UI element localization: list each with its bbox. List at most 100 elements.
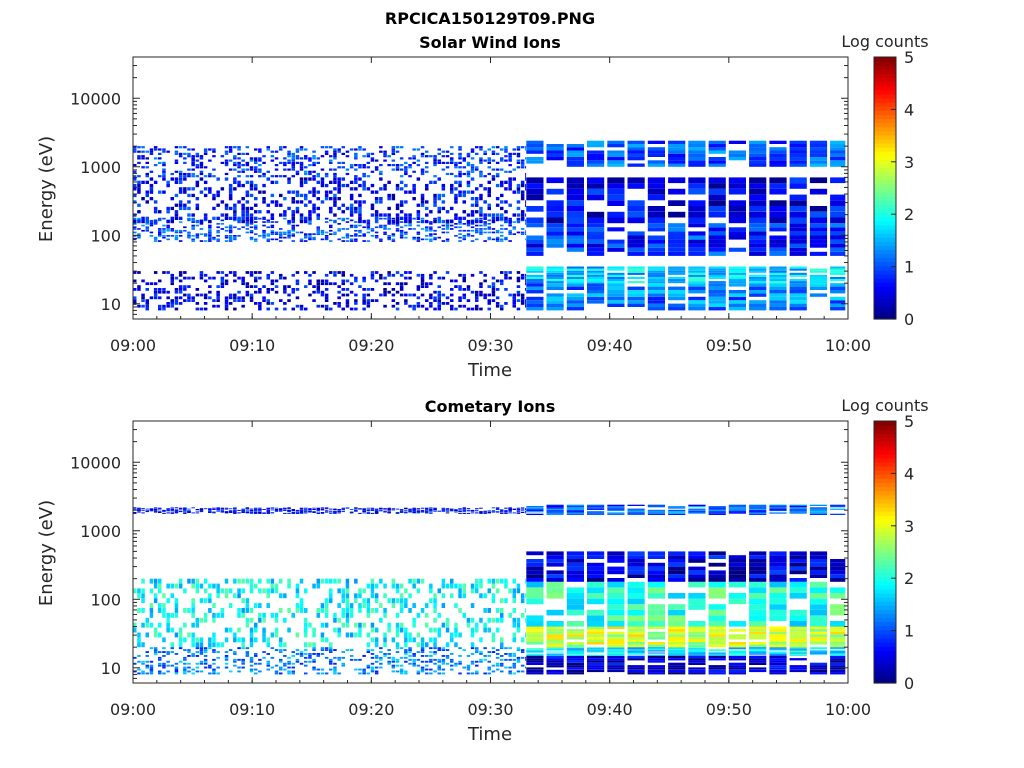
heatmap-cell <box>416 304 421 308</box>
heatmap-cell <box>299 509 304 511</box>
heatmap-cell <box>383 159 387 162</box>
heatmap-cell <box>437 193 441 198</box>
heatmap-cell <box>587 247 605 252</box>
heatmap-cell <box>270 193 275 198</box>
heatmap-cell <box>270 288 275 291</box>
heatmap-cell <box>178 229 183 232</box>
heatmap-cell <box>512 221 516 223</box>
heatmap-cell <box>404 637 408 643</box>
heatmap-cell <box>479 231 483 234</box>
heatmap-cell <box>512 593 516 599</box>
heatmap-cell <box>728 279 746 282</box>
heatmap-cell <box>145 282 149 286</box>
heatmap-cell <box>212 276 216 280</box>
heatmap-cell <box>437 612 441 618</box>
heatmap-cell <box>668 667 686 670</box>
heatmap-cell <box>508 217 512 220</box>
heatmap-cell <box>487 617 491 623</box>
heatmap-cell <box>546 593 564 599</box>
heatmap-cell <box>668 251 686 256</box>
heatmap-cell <box>145 299 149 302</box>
heatmap-cell <box>500 612 504 618</box>
heatmap-cell <box>195 583 200 589</box>
heatmap-cell <box>789 157 807 161</box>
heatmap-cell <box>270 213 275 217</box>
heatmap-cell <box>283 236 287 239</box>
heatmap-cell <box>153 632 158 638</box>
colorbar-swatch <box>874 122 896 128</box>
heatmap-cell <box>566 665 584 668</box>
heatmap-cell <box>191 213 195 217</box>
heatmap-cell <box>462 293 466 297</box>
heatmap-cell <box>216 190 220 194</box>
heatmap-cell <box>458 299 462 302</box>
heatmap-cell <box>520 637 525 643</box>
heatmap-cell <box>362 172 366 176</box>
heatmap-cell <box>441 649 446 651</box>
heatmap-cell <box>412 183 416 188</box>
heatmap-cell <box>466 672 471 675</box>
heatmap-cell <box>566 512 584 514</box>
heatmap-cell <box>429 637 433 643</box>
heatmap-cell <box>789 239 807 244</box>
heatmap-cell <box>279 228 283 230</box>
heatmap-cell <box>627 598 645 605</box>
heatmap-cell <box>769 239 787 244</box>
heatmap-cell <box>137 507 141 509</box>
heatmap-cell <box>145 511 149 513</box>
heatmap-cell <box>187 152 191 155</box>
heatmap-cell <box>241 612 245 618</box>
heatmap-cell <box>241 282 245 286</box>
heatmap-cell <box>212 148 216 151</box>
heatmap-cell <box>370 183 375 188</box>
heatmap-cell <box>607 140 625 144</box>
heatmap-cell <box>287 235 291 237</box>
heatmap-cell <box>345 649 350 651</box>
heatmap-cell <box>433 229 437 232</box>
heatmap-cell <box>688 307 706 311</box>
heatmap-cell <box>607 281 625 284</box>
heatmap-cell <box>208 228 212 230</box>
heatmap-cell <box>769 235 787 240</box>
colorbar-swatch <box>874 278 896 283</box>
heatmap-cell <box>228 216 233 220</box>
heatmap-cell <box>466 509 471 511</box>
heatmap-cell <box>387 206 391 211</box>
heatmap-cell <box>379 656 383 659</box>
heatmap-cell <box>366 161 371 164</box>
heatmap-cell <box>769 662 787 665</box>
heatmap-cell <box>504 578 508 584</box>
heatmap-cell <box>304 219 308 224</box>
heatmap-cell <box>166 627 170 633</box>
heatmap-cell <box>566 636 584 640</box>
heatmap-cell <box>358 166 362 169</box>
heatmap-cell <box>668 636 686 640</box>
heatmap-cell <box>228 508 233 510</box>
heatmap-cell <box>627 157 645 161</box>
heatmap-cell <box>508 187 512 191</box>
heatmap-cell <box>241 183 245 188</box>
heatmap-cell <box>708 626 726 630</box>
heatmap-cell <box>145 651 149 653</box>
heatmap-cell <box>358 603 362 608</box>
heatmap-cell <box>383 290 387 294</box>
heatmap-cell <box>728 153 746 157</box>
heatmap-cell <box>587 223 605 228</box>
heatmap-cell <box>462 166 466 169</box>
heatmap-cell <box>270 647 275 650</box>
heatmap-cell <box>178 583 183 589</box>
heatmap-cell <box>404 509 408 511</box>
heatmap-cell <box>470 583 475 589</box>
heatmap-cell <box>508 276 512 280</box>
heatmap-cell <box>425 660 429 663</box>
heatmap-cell <box>627 593 645 599</box>
heatmap-cell <box>627 652 645 654</box>
heatmap-cell <box>830 266 846 269</box>
heatmap-cell <box>258 509 262 510</box>
heatmap-cell <box>404 271 408 274</box>
heatmap-cell <box>316 216 320 220</box>
heatmap-cell <box>425 226 429 229</box>
heatmap-cell <box>137 187 141 191</box>
heatmap-cell <box>254 290 258 294</box>
heatmap-cell <box>566 286 584 290</box>
